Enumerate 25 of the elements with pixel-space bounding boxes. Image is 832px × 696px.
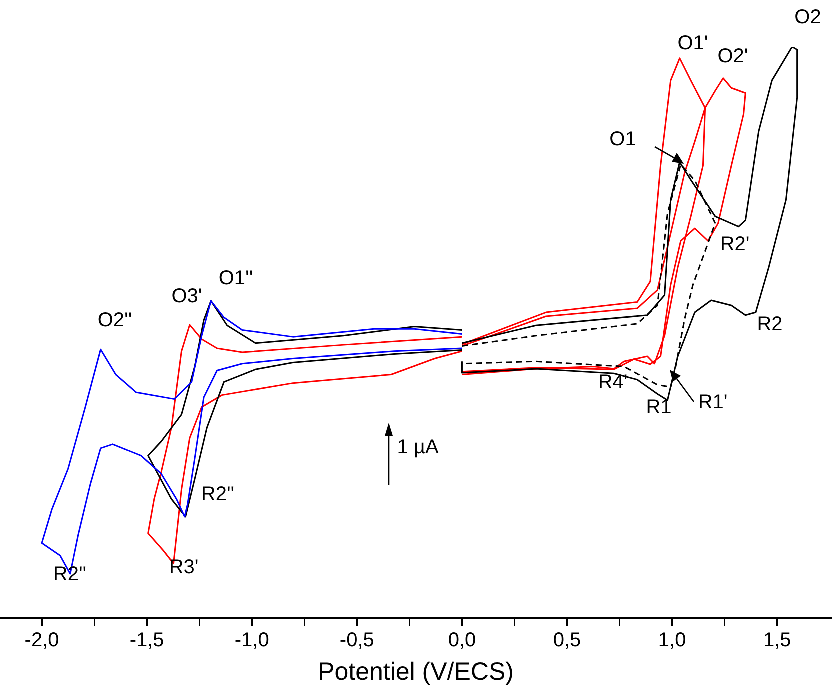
x-tick-label: 0,5 bbox=[553, 630, 582, 652]
x-tick-label: -2,0 bbox=[24, 630, 60, 652]
annotation: R1 bbox=[646, 396, 672, 419]
annotation: R2 bbox=[757, 314, 783, 336]
annotation: 1 µA bbox=[397, 436, 440, 459]
annotation: R1' bbox=[698, 392, 728, 414]
x-tick-label: -0,5 bbox=[340, 630, 374, 652]
x-axis-title: Potentiel (V/ECS) bbox=[318, 658, 514, 686]
annotation: R2'' bbox=[53, 564, 87, 586]
annotation: R2' bbox=[720, 234, 750, 256]
annotation: O1'' bbox=[218, 268, 254, 290]
x-tick-label: -1,5 bbox=[130, 630, 164, 652]
annotation: O1' bbox=[678, 32, 708, 55]
annotation: O3' bbox=[172, 286, 202, 308]
x-tick-label: -1,0 bbox=[234, 630, 270, 652]
annotation: O1 bbox=[610, 128, 636, 151]
annotation: O2'' bbox=[98, 310, 132, 332]
annotation: R4' bbox=[598, 372, 628, 394]
annotation: R2'' bbox=[201, 484, 235, 506]
text: O2 bbox=[794, 6, 822, 29]
x-tick-label: 0,0 bbox=[448, 630, 476, 652]
x-tick-label: 1,0 bbox=[658, 630, 686, 652]
annotation: O2' bbox=[718, 46, 748, 68]
annotation: R3' bbox=[169, 556, 199, 579]
x-tick-label: 1,5 bbox=[763, 630, 792, 652]
